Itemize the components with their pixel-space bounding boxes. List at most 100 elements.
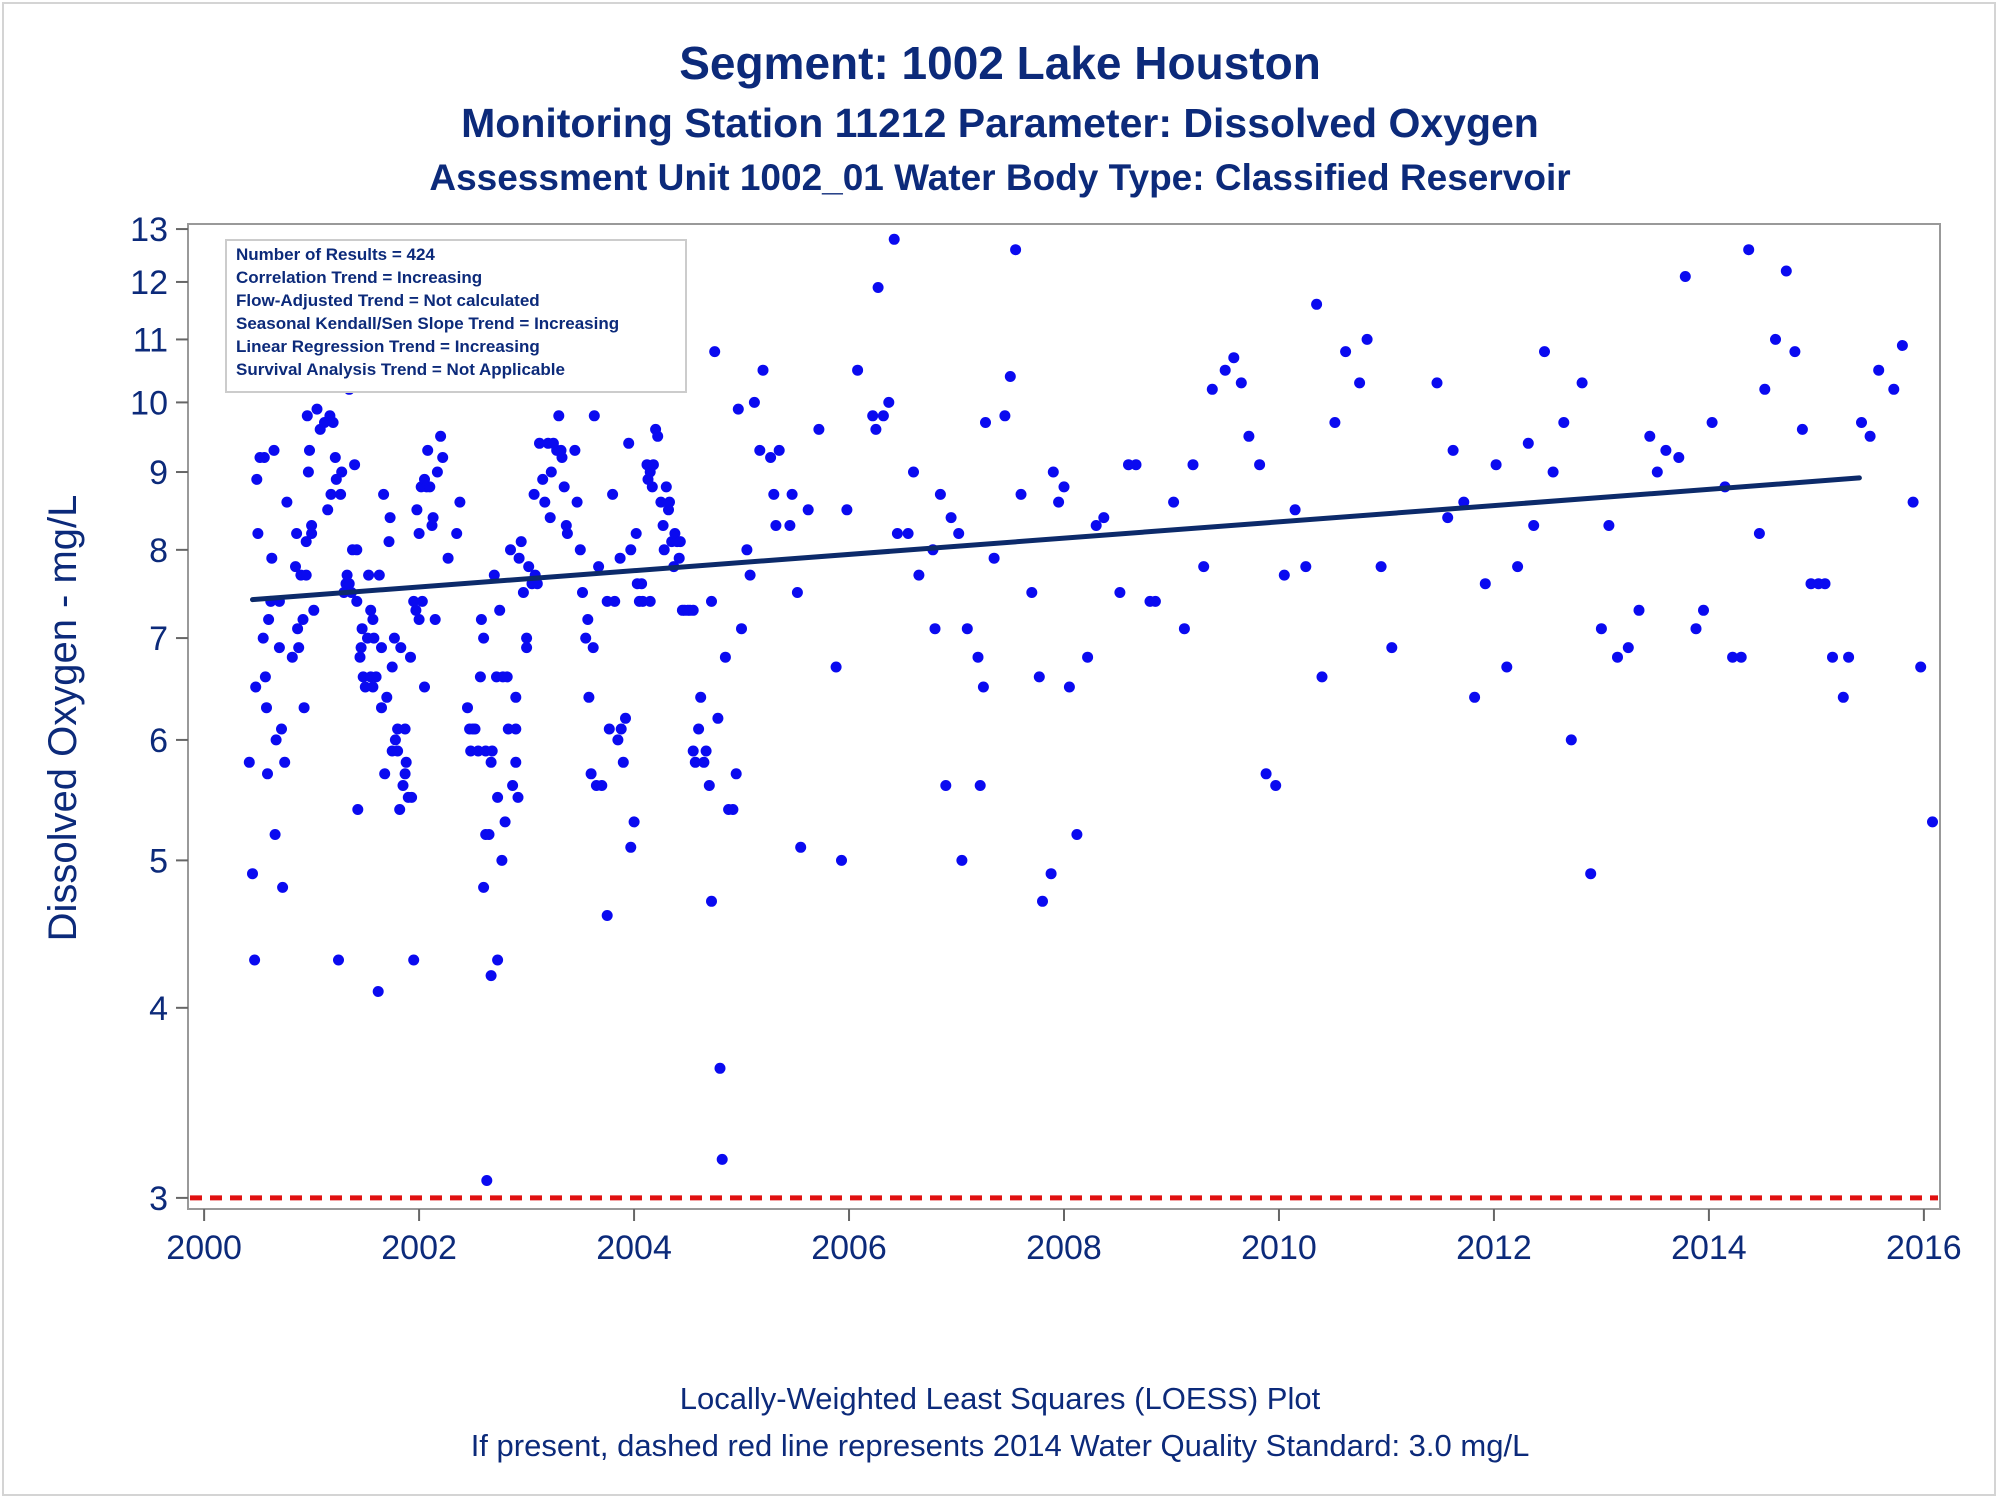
data-point — [660, 481, 672, 493]
data-point — [980, 417, 991, 428]
data-point — [1864, 430, 1876, 442]
data-point — [1098, 512, 1110, 524]
data-point — [499, 816, 511, 828]
data-point — [577, 587, 588, 598]
x-tick-label: 2002 — [381, 1229, 457, 1267]
data-point — [1228, 352, 1240, 364]
data-point — [1090, 520, 1102, 531]
data-point — [700, 745, 712, 757]
data-point — [1447, 444, 1459, 456]
x-tick-label: 2012 — [1456, 1229, 1532, 1267]
data-point — [658, 544, 670, 556]
y-tick-label: 9 — [149, 454, 168, 492]
data-point — [268, 444, 280, 456]
data-point — [507, 780, 519, 791]
data-point — [534, 437, 545, 449]
data-point — [286, 651, 298, 663]
data-point — [716, 1153, 728, 1165]
data-point — [1633, 604, 1645, 616]
data-point — [1585, 868, 1597, 880]
data-point — [531, 578, 543, 590]
data-point — [1361, 333, 1373, 345]
data-point — [795, 841, 807, 853]
data-point — [1033, 671, 1045, 683]
data-point — [442, 552, 454, 564]
data-point — [607, 488, 619, 500]
data-point — [744, 569, 756, 581]
data-point — [269, 829, 281, 840]
data-point — [1469, 691, 1481, 703]
data-point — [709, 346, 721, 358]
data-point — [510, 756, 522, 768]
data-point — [652, 430, 664, 442]
data-point — [257, 632, 269, 644]
data-point — [483, 829, 495, 840]
data-point — [376, 702, 387, 714]
data-point — [1168, 496, 1180, 508]
data-point — [1558, 417, 1570, 428]
info-line: Flow-Adjusted Trend = Not calculated — [236, 291, 540, 310]
data-point — [974, 780, 986, 791]
info-line: Linear Regression Trend = Increasing — [236, 337, 540, 356]
data-point — [574, 544, 586, 556]
data-point — [1010, 244, 1022, 256]
data-point — [784, 520, 796, 531]
data-point — [1442, 512, 1454, 524]
data-point — [297, 614, 309, 625]
data-point — [247, 868, 258, 880]
data-point — [416, 595, 428, 607]
data-point — [1789, 346, 1801, 358]
data-point — [1576, 377, 1588, 389]
data-point — [388, 632, 400, 644]
data-point — [770, 520, 782, 531]
data-point — [351, 544, 363, 556]
x-tick-label: 2006 — [811, 1229, 887, 1267]
data-point — [1819, 578, 1831, 590]
data-point — [336, 466, 348, 478]
data-point — [349, 459, 361, 471]
data-point — [768, 488, 780, 500]
data-point — [673, 552, 685, 564]
data-point — [953, 528, 965, 539]
data-point — [1053, 496, 1065, 508]
data-point — [587, 642, 599, 654]
data-point — [870, 423, 882, 435]
y-axis-label: Dissolved Oxygen - mg/L — [41, 495, 85, 942]
data-point — [399, 723, 411, 735]
data-point — [945, 512, 957, 524]
data-point — [730, 768, 742, 780]
data-point — [359, 681, 371, 693]
data-point — [877, 410, 889, 422]
data-point — [841, 504, 853, 516]
data-point — [386, 661, 398, 673]
x-tick-label: 2016 — [1886, 1229, 1962, 1267]
chart-title: Segment: 1002 Lake Houston — [679, 37, 1321, 89]
data-point — [961, 623, 973, 635]
data-point — [1311, 298, 1323, 310]
data-point — [1206, 383, 1218, 395]
data-point — [1260, 768, 1272, 780]
data-point — [488, 569, 500, 581]
data-point — [325, 488, 337, 500]
data-point — [732, 403, 744, 415]
data-point — [354, 651, 366, 663]
data-point — [266, 552, 278, 564]
data-point — [791, 587, 803, 598]
data-point — [1490, 459, 1502, 471]
data-point — [1026, 587, 1038, 598]
data-point — [1827, 651, 1838, 663]
data-point — [891, 528, 903, 539]
y-tick-label: 7 — [149, 620, 168, 658]
data-point — [1114, 587, 1126, 598]
info-line: Survival Analysis Trend = Not Applicable — [236, 360, 565, 379]
data-point — [1759, 383, 1771, 395]
info-line: Seasonal Kendall/Sen Slope Trend = Incre… — [236, 314, 619, 333]
data-point — [419, 681, 430, 693]
scatter-points — [243, 233, 1938, 1186]
data-point — [913, 569, 925, 581]
data-point — [757, 364, 769, 376]
data-point — [593, 561, 605, 573]
x-tick-label: 2014 — [1671, 1229, 1747, 1267]
data-point — [1501, 661, 1513, 673]
data-point — [1888, 383, 1900, 395]
